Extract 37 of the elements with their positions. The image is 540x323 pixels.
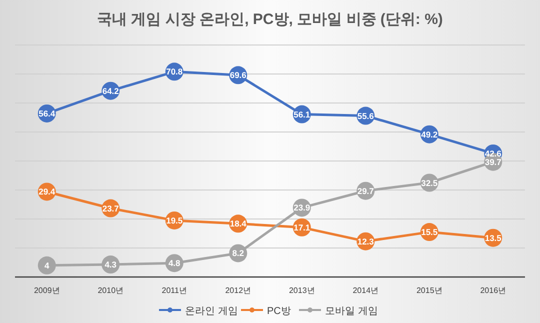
x-tick-label: 2015년 (416, 286, 442, 295)
data-label: 4.3 (104, 260, 117, 270)
data-label: 12.3 (357, 236, 374, 246)
x-tick-label: 2016년 (480, 286, 506, 295)
data-label: 23.7 (102, 203, 120, 214)
legend-label: 모바일 게임 (325, 306, 378, 317)
data-label: 15.5 (421, 227, 438, 238)
data-label: 70.8 (166, 66, 183, 77)
x-tick-label: 2014년 (352, 286, 379, 295)
data-label: 23.9 (294, 202, 310, 213)
point (38, 256, 56, 274)
x-tick-label: 2012년 (225, 286, 252, 295)
data-label: 19.5 (166, 215, 183, 226)
data-label: 39.7 (484, 156, 502, 167)
x-tick-label: 2011년 (162, 286, 187, 295)
data-label: 4.8 (168, 258, 181, 268)
data-label: 29.7 (357, 186, 374, 196)
data-label: 55.6 (357, 110, 374, 121)
data-label: 29.4 (38, 186, 56, 197)
x-tick-label: 2009년 (34, 286, 60, 295)
chart-title: 국내 게임 시장 온라인, PC방, 모바일 비중 (단위: %) (97, 11, 443, 28)
data-label: 64.2 (102, 86, 120, 96)
data-label: 56.4 (38, 108, 56, 118)
legend-label: 온라인 게임 (185, 306, 238, 317)
data-label: 13.5 (484, 232, 502, 243)
data-label: 42.6 (484, 148, 502, 158)
data-label: 18.4 (230, 218, 247, 229)
data-label: 8.2 (232, 248, 244, 258)
data-label: 56.1 (294, 109, 310, 120)
x-tick-label: 2013년 (288, 286, 315, 295)
data-label: 17.1 (294, 222, 310, 232)
legend-label: PC방 (267, 306, 291, 317)
x-tick-label: 2010년 (98, 286, 124, 295)
data-label: 49.2 (421, 129, 438, 140)
data-label: 32.5 (421, 178, 438, 188)
data-label: 4 (44, 260, 50, 270)
data-label: 69.6 (230, 70, 247, 80)
